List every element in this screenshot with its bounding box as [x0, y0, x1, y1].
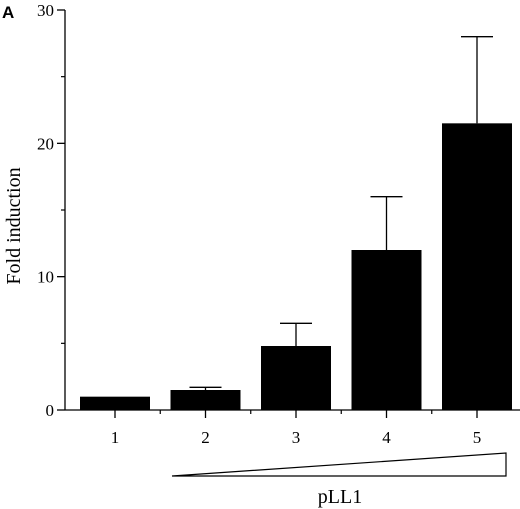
x-tick-label: 4 — [382, 428, 391, 447]
y-tick-label: 10 — [37, 268, 54, 287]
dose-gradient-triangle — [171, 452, 507, 477]
x-tick-label: 2 — [201, 428, 210, 447]
bar — [170, 390, 241, 410]
x-tick-label: 5 — [473, 428, 482, 447]
plot-area: 0 10 20 30 1 2 3 4 5 — [37, 1, 520, 447]
x-axis-label: pLL1 — [318, 486, 362, 508]
panel-label: A — [2, 3, 14, 22]
x-tick-label: 3 — [292, 428, 301, 447]
bar — [261, 346, 331, 410]
y-tick-label: 20 — [37, 134, 54, 153]
y-tick-label: 30 — [37, 1, 54, 20]
y-tick-label: 0 — [46, 401, 55, 420]
y-axis-label: Fold induction — [3, 167, 25, 284]
x-tick-label: 1 — [111, 428, 120, 447]
bar — [80, 396, 150, 410]
bar — [351, 250, 422, 410]
bar — [442, 123, 512, 410]
